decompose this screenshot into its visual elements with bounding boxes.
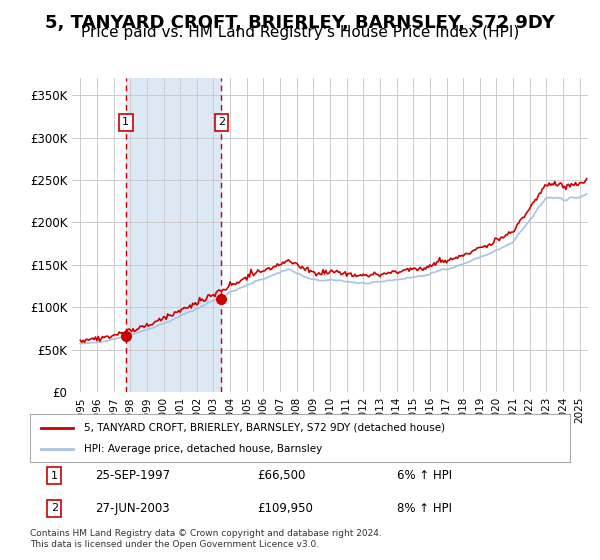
Text: 2: 2 [51,503,58,513]
Text: 1: 1 [51,470,58,480]
Text: 5, TANYARD CROFT, BRIERLEY, BARNSLEY, S72 9DY: 5, TANYARD CROFT, BRIERLEY, BARNSLEY, S7… [45,14,555,32]
Text: 6% ↑ HPI: 6% ↑ HPI [397,469,452,482]
Text: HPI: Average price, detached house, Barnsley: HPI: Average price, detached house, Barn… [84,444,322,454]
Text: 8% ↑ HPI: 8% ↑ HPI [397,502,452,515]
Text: 1: 1 [122,117,129,127]
Text: 5, TANYARD CROFT, BRIERLEY, BARNSLEY, S72 9DY (detached house): 5, TANYARD CROFT, BRIERLEY, BARNSLEY, S7… [84,423,445,433]
Text: Contains HM Land Registry data © Crown copyright and database right 2024.
This d: Contains HM Land Registry data © Crown c… [30,529,382,549]
Text: 27-JUN-2003: 27-JUN-2003 [95,502,169,515]
Bar [126,78,221,392]
Text: Price paid vs. HM Land Registry's House Price Index (HPI): Price paid vs. HM Land Registry's House … [81,25,519,40]
Text: £109,950: £109,950 [257,502,313,515]
Text: 25-SEP-1997: 25-SEP-1997 [95,469,170,482]
Text: £66,500: £66,500 [257,469,305,482]
Text: 2: 2 [218,117,225,127]
